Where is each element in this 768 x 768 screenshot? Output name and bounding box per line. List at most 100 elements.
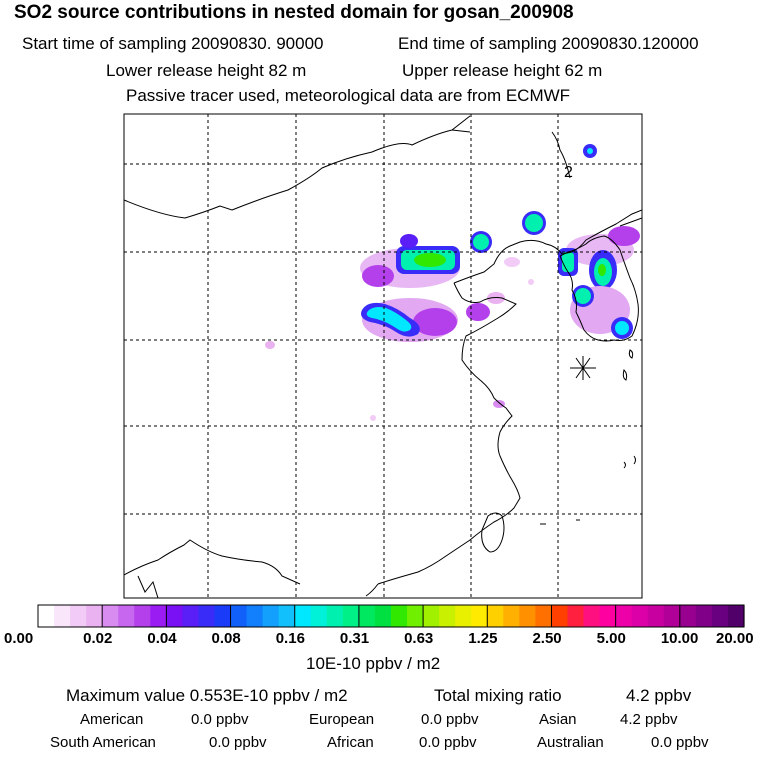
ryukyu-island (633, 455, 636, 465)
region-name-african: African (327, 734, 374, 751)
colorbar-swatch (615, 605, 633, 627)
region-value-african: 0.0 ppbv (419, 734, 477, 751)
lower-release-label: Lower release height 82 m (106, 61, 307, 80)
colorbar-swatch (70, 605, 87, 627)
plume-busan-inner (615, 321, 629, 335)
concentration-field (265, 144, 640, 421)
plume-south-mid (413, 308, 457, 336)
colorbar-swatch (487, 605, 504, 627)
region-value-asian: 4.2 ppbv (620, 711, 678, 728)
colorbar-swatch (471, 605, 488, 627)
plume-small-dot (370, 415, 376, 421)
plume-south-core-inner (366, 307, 412, 332)
colorbar-swatch (278, 605, 296, 627)
chart-title: SO2 source contributions in nested domai… (14, 2, 574, 23)
plume-korea-west-inner (562, 252, 574, 272)
maximum-value-label: Maximum value 0.553E-10 ppbv / m2 (66, 686, 348, 705)
colorbar-tick-label: 0.00 (4, 630, 34, 647)
colorbar-swatch (118, 605, 135, 627)
colorbar (37, 604, 745, 628)
colorbar-tick-label: 10.00 (660, 630, 699, 647)
bohai-coast-north (453, 209, 642, 284)
region-name-european: European (309, 711, 375, 728)
colorbar-swatch (423, 605, 440, 627)
plume-beijing-north (400, 234, 418, 248)
colorbar-swatch (86, 605, 103, 627)
total-mixing-label: Total mixing ratio (434, 686, 562, 705)
colorbar-tick-label: 20.00 (716, 630, 754, 647)
colorbar-swatch (519, 605, 537, 627)
start-time-label: Start time of sampling 20090830. 90000 (22, 34, 324, 53)
map-annotation: 2 (564, 164, 573, 181)
japan-island-1 (622, 369, 628, 381)
colorbar-swatch (374, 605, 392, 627)
colorbar-swatch (567, 605, 585, 627)
colorbar-swatch (54, 605, 71, 627)
colorbar-swatch (326, 605, 344, 627)
colorbar-swatch (214, 605, 232, 627)
receptor-marker (570, 356, 596, 380)
plume-seoul-inner (575, 288, 591, 304)
colorbar-tick-label: 0.16 (275, 630, 305, 647)
colorbar-swatch (599, 605, 617, 627)
plume-shandong (466, 303, 490, 321)
colorbar-swatch (166, 605, 184, 627)
colorbar-units: 10E-10 ppbv / m2 (306, 654, 441, 673)
colorbar-swatch (663, 605, 681, 627)
colorbar-swatch (407, 605, 424, 627)
plume-beijing-west (362, 265, 394, 287)
region-value-european: 0.0 ppbv (421, 711, 479, 728)
plume-beijing-peak (414, 253, 446, 267)
plume-dalian (504, 257, 520, 267)
colorbar-swatch (631, 605, 649, 627)
southwest-border (124, 539, 301, 585)
map-content (124, 114, 642, 598)
colorbar-tick-label: 5.00 (596, 630, 626, 647)
plume-small-west (265, 341, 275, 349)
plume-korea-ne (608, 226, 640, 246)
colorbar-swatch (503, 605, 520, 627)
upper-release-label: Upper release height 62 m (402, 61, 603, 80)
gridlines (124, 114, 642, 598)
colorbar-swatch (102, 605, 119, 627)
colorbar-swatch (38, 605, 55, 627)
colorbar-swatch (695, 605, 713, 627)
colorbar-swatch (134, 605, 151, 627)
colorbar-tick-label: 0.31 (339, 630, 370, 647)
mongolia-border-2 (451, 129, 471, 133)
plume-korea-peak (598, 264, 606, 276)
coastlines (124, 115, 642, 598)
region-value-south-american: 0.0 ppbv (209, 734, 267, 751)
plume-small-shanghai (493, 400, 505, 408)
colorbar-swatch (535, 605, 553, 627)
end-time-label: End time of sampling 20090830.120000 (398, 34, 699, 53)
region-value-american: 0.0 ppbv (191, 711, 249, 728)
plume-northeast-inner (587, 148, 593, 154)
total-mixing-value: 4.2 ppbv (626, 686, 692, 705)
colorbar-swatch (391, 605, 408, 627)
plume-liaoning-inner (473, 234, 489, 250)
vietnam-border (137, 575, 159, 598)
colorbar-tick-label: 2.50 (532, 630, 562, 647)
colorbar-swatch (294, 605, 312, 627)
colorbar-swatch (551, 605, 569, 627)
colorbar-swatch (342, 605, 360, 627)
colorbar-frame (37, 604, 745, 628)
colorbar-swatch (727, 605, 745, 627)
colorbar-swatch (358, 605, 376, 627)
region-name-american: American (80, 711, 144, 728)
colorbar-swatch (439, 605, 456, 627)
region-name-australian: Australian (537, 734, 604, 751)
china-east-coast (377, 282, 521, 585)
plume-small-dot-2 (528, 279, 534, 285)
colorbar-swatch (246, 605, 264, 627)
colorbar-swatch (647, 605, 665, 627)
mongolia-border (124, 115, 471, 219)
tracer-info-label: Passive tracer used, meteorological data… (126, 86, 571, 105)
colorbar-swatch (198, 605, 216, 627)
colorbar-swatch (262, 605, 280, 627)
colorbar-tick-label: 0.63 (404, 630, 434, 647)
colorbar-swatch (310, 605, 328, 627)
colorbar-swatch (182, 605, 200, 627)
